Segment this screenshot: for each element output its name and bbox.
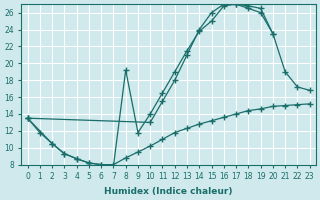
X-axis label: Humidex (Indice chaleur): Humidex (Indice chaleur) [104, 187, 233, 196]
